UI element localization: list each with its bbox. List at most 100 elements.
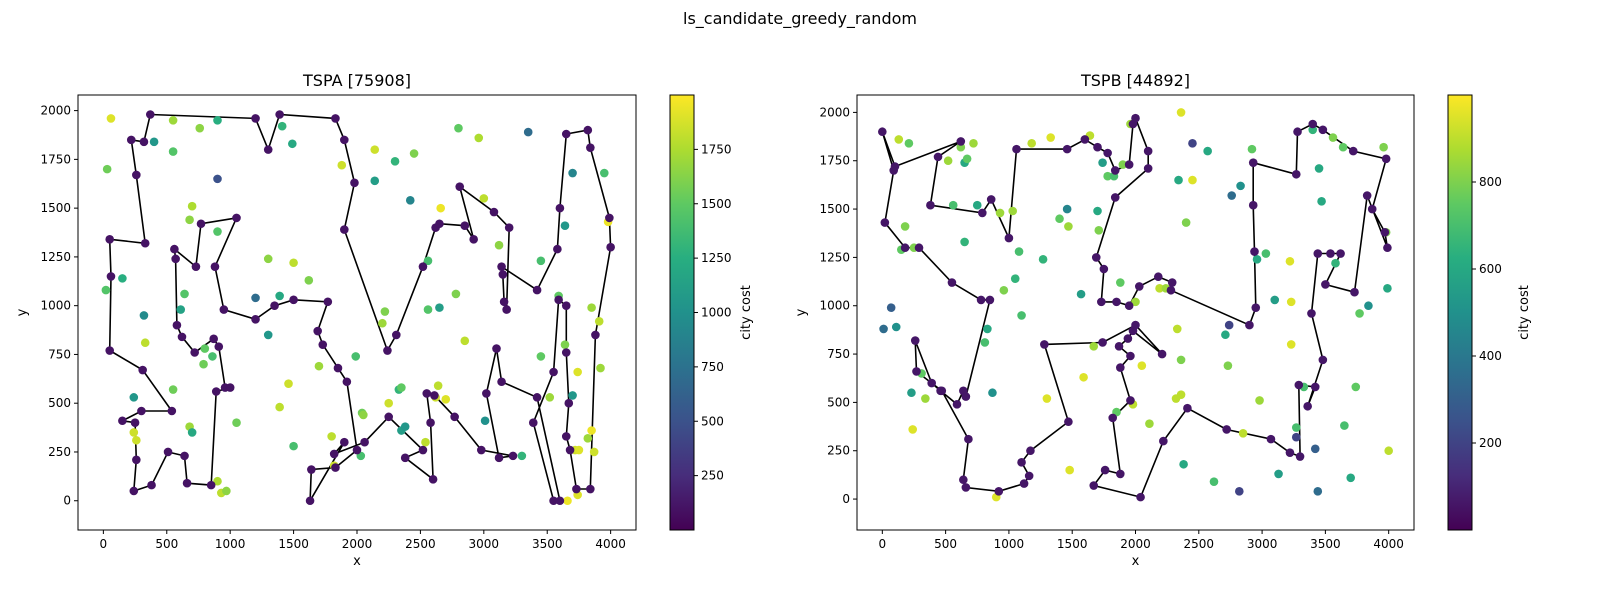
tour-city-point: [1318, 355, 1328, 365]
tour-city-point: [340, 437, 349, 447]
city-point: [995, 208, 1005, 218]
city-point: [587, 303, 596, 312]
tour-city-point: [1126, 396, 1135, 405]
tour-city-point: [880, 218, 890, 227]
tour-city-point: [952, 400, 962, 409]
city-point: [891, 322, 901, 332]
tour-city-point: [360, 437, 369, 447]
city-point: [1238, 429, 1248, 438]
tour-city-point: [1091, 253, 1101, 262]
tour-city-point: [167, 406, 177, 416]
tour-city-point: [428, 474, 438, 484]
city-point: [1261, 249, 1271, 258]
city-point: [1055, 214, 1064, 224]
tour-city-point: [1131, 320, 1140, 330]
tour-city-point: [1012, 144, 1021, 154]
city-point: [962, 154, 972, 164]
tour-city-point: [1064, 417, 1073, 427]
tour-city-point: [1380, 227, 1390, 237]
city-point: [314, 361, 324, 371]
tour-city-point: [561, 348, 571, 357]
tour-city-point: [1103, 148, 1112, 158]
tour-city-point: [132, 455, 141, 465]
tour-city-point: [504, 223, 514, 232]
city-point: [1227, 191, 1237, 200]
tour-city-point: [130, 418, 140, 428]
x-tick-label: 2000: [1120, 537, 1151, 551]
tour-city-point: [209, 334, 218, 344]
tour-city-point: [1285, 448, 1295, 457]
y-tick-label: 0: [63, 494, 71, 508]
tour-city-point: [1248, 200, 1258, 210]
tour-city-point: [494, 453, 504, 463]
city-point: [1176, 108, 1186, 117]
city-point: [1224, 320, 1234, 330]
city-point: [1103, 171, 1112, 181]
colorbar-tick-label: 200: [1479, 436, 1502, 450]
city-point: [536, 256, 546, 266]
tour-city-point: [927, 378, 936, 388]
tour-city-point: [482, 389, 491, 398]
x-tick-label: 2500: [1184, 537, 1215, 551]
city-point: [263, 254, 273, 264]
tour-city-point: [499, 297, 509, 307]
city-point: [370, 176, 380, 186]
tour-city-point: [263, 145, 273, 154]
x-axis-label: x: [353, 554, 361, 569]
city-point: [1042, 394, 1052, 403]
tour-city-point: [333, 363, 343, 373]
tour-city-point: [1124, 160, 1134, 169]
tour-city-point: [532, 393, 542, 402]
tour-city-point: [307, 465, 316, 474]
tour-city-point: [275, 110, 284, 119]
tour-city-point: [985, 295, 995, 305]
city-point: [213, 476, 222, 486]
tour-city-point: [129, 486, 139, 496]
x-tick-label: 0: [100, 537, 108, 551]
tour-city-point: [889, 166, 899, 175]
y-axis-label: y: [15, 308, 30, 316]
tour-city-point: [1116, 363, 1125, 372]
x-tick-label: 1500: [278, 537, 309, 551]
tour-city-point: [1381, 154, 1391, 164]
tour-path: [108, 113, 612, 502]
tour-city-point: [959, 475, 968, 485]
city-point: [479, 194, 489, 203]
city-point: [1064, 222, 1073, 231]
y-tick-label: 0: [842, 492, 850, 506]
tour-city-point: [572, 484, 581, 494]
city-point: [1098, 158, 1107, 167]
tour-city-point: [933, 152, 943, 162]
colorbar-tick-label: 600: [1479, 262, 1502, 276]
tour-city-point: [352, 445, 362, 455]
tour-city-point: [1310, 382, 1320, 392]
x-axis-label: x: [1132, 554, 1140, 569]
city-point: [1038, 255, 1048, 264]
city-point: [436, 203, 446, 213]
tour-city-point: [1143, 164, 1153, 173]
tour-city-point: [232, 213, 241, 223]
city-point: [596, 363, 605, 373]
tour-city-point: [1308, 119, 1318, 129]
city-point: [390, 157, 400, 166]
y-tick-label: 250: [48, 445, 71, 459]
city-point: [275, 291, 284, 301]
city-point: [1274, 469, 1283, 479]
tour-city-point: [1099, 264, 1109, 274]
tour-city-point: [994, 487, 1004, 496]
city-point: [536, 352, 546, 361]
city-point: [894, 135, 904, 144]
tour-city-point: [910, 336, 920, 345]
x-tick-label: 500: [155, 537, 178, 551]
city-point: [378, 318, 387, 328]
city-point: [1176, 355, 1186, 365]
city-point: [1270, 295, 1280, 305]
tour-city-point: [986, 195, 996, 204]
city-point: [1313, 487, 1323, 496]
city-point: [1340, 421, 1349, 430]
tour-city-point: [555, 496, 565, 506]
city-point: [118, 274, 127, 283]
city-point: [195, 123, 205, 133]
tour-city-point: [1295, 452, 1305, 461]
